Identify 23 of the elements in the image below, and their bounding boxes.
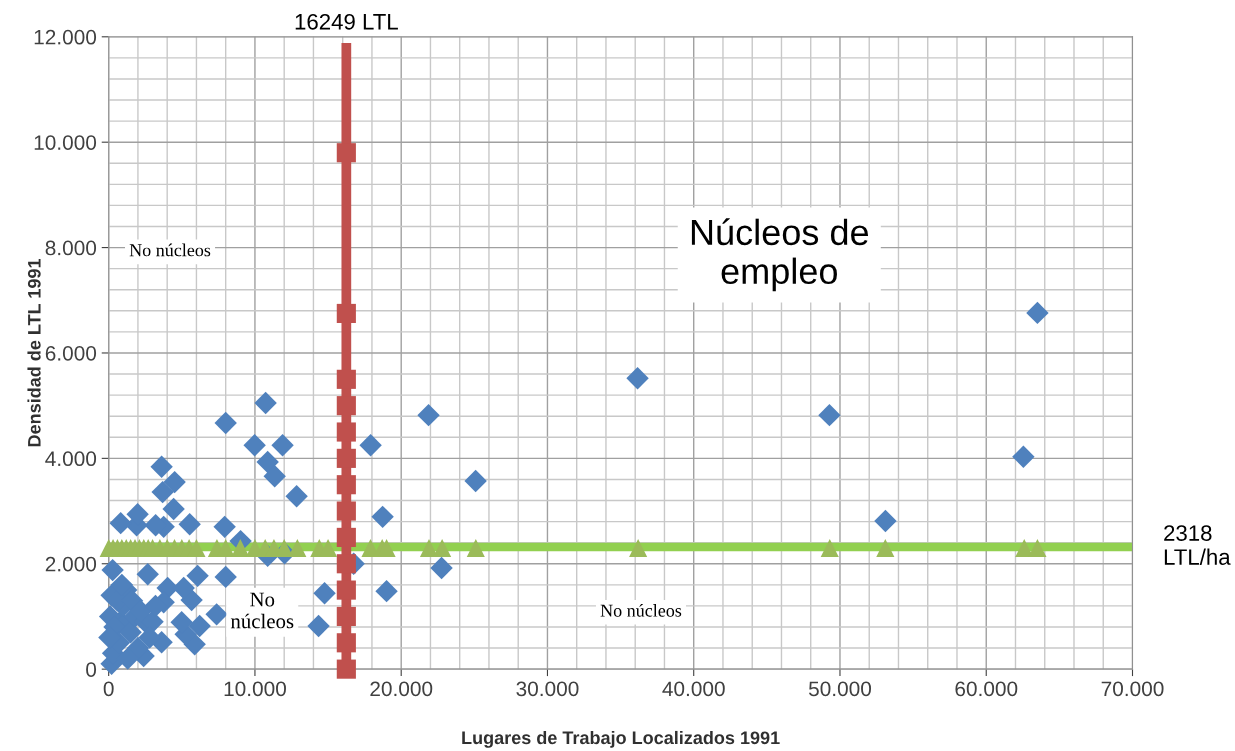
annotation: No núcleos [230,592,294,629]
y-tick-label: 10.000 [34,135,97,150]
ref-line-label: 2318 LTL/ha [1164,525,1231,565]
y-tick-label: 6.000 [45,345,97,361]
x-tick-label: 70.000 [1101,681,1164,697]
x-tick-label: 40.000 [662,681,725,697]
x-axis-title: Lugares de Trabajo Localizados 1991 [462,730,780,748]
y-tick-label: 12.000 [34,29,97,45]
annotation: No núcleos [600,604,682,617]
x-tick-label: 10.000 [224,681,286,697]
y-tick-label: 0 [86,662,97,677]
x-tick-label: 50.000 [808,681,872,697]
x-tick-label: 0 [103,681,114,697]
y-tick-label: 8.000 [45,240,97,256]
x-tick-label: 20.000 [370,681,433,697]
y-tick-label: 4.000 [45,451,97,467]
annotation: Núcleos de empleo [691,218,869,292]
x-tick-label: 60.000 [955,681,1018,697]
x-tick-label: 30.000 [516,681,579,697]
y-axis-title: Densidad de LTL 1991 [27,258,41,447]
annotation: No núcleos [129,243,211,257]
y-tick-label: 2.000 [45,556,97,572]
ref-line-label: 16249 LTL [295,13,398,30]
